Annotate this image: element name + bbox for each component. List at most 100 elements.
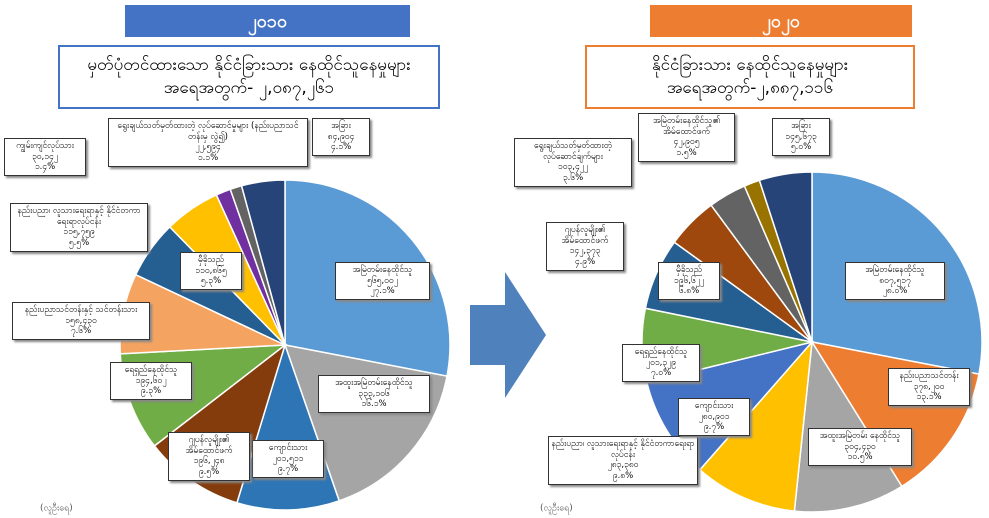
label-box: အထူးအမြဲတမ်း နေထိုင်သူ ၃၀၄,၄၃၀ ၁၀.၅% [808, 428, 912, 466]
slice-label: အမြဲတမ်းနေထိုင်သူ၏ အိမ်ထောင်ဖက်၄၂,၉၀၅၁.၅… [638, 113, 735, 162]
label-category: ရေရှည်နေထိုင်သူ [634, 347, 688, 357]
label-category: အမြဲတမ်းနေထိုင်သူ [352, 265, 413, 275]
label-category: ရွေးချယ်သတ်မှတ်ထားတဲ့ လုပ်ဆောင်ချက်များ [534, 141, 612, 162]
label-category: နည်းပညာ၊ လူသားရေးရာနှင့် နိုင်ငံတကာရေးရာ… [551, 439, 695, 460]
label-count: ၃၃၃,၁၀၆ [358, 388, 390, 399]
label-category: အထူးအမြဲတမ်းနေထိုင်သူ [335, 378, 413, 388]
label-count: ၃၀၄,၄၃၀ [844, 441, 876, 452]
label-percent: ၉.၇% [277, 464, 299, 475]
label-category: ကျွမ်းကျင်လုပ်သား [16, 141, 74, 151]
label-count: ၁၁၅,၇၅၉ [63, 227, 95, 238]
label-category: ရေရှည်နေထိုင်သူ [124, 365, 178, 375]
label-box: ကျောင်းသား ၂၀၁,၅၁၁ ၉.၇% [252, 440, 324, 478]
slice-label: နည်းပညာ၊ လူသားရေးရာနှင့် နိုင်ငံတကာရေးရာ… [548, 436, 698, 485]
label-percent: ၆.၈% [678, 286, 700, 297]
subtitle-box: မှတ်ပုံတင်ထားသော နိုင်ငံခြားသား နေထိုင်သ… [58, 45, 440, 109]
title-banner [650, 5, 912, 37]
slice-label: ရွေးချယ်သတ်မှတ်ထားတဲ့ လုပ်ဆောင်မှုများ (… [108, 118, 308, 167]
label-count: ၄၂,၉၀၅ [673, 137, 700, 148]
label-box: ရေရှည်နေထိုင်သူ ၂၀၁,၃၂၉ ၇.၀% [622, 344, 700, 382]
label-category: နည်းပညာသင်တန်း [899, 371, 959, 381]
label-category: အမြဲတမ်းနေထိုင်သူ [865, 265, 925, 275]
label-box: နည်းပညာ၊ လူသားရေးရာနှင့် နိုင်ငံတကာရေးရာ… [548, 436, 698, 485]
label-percent: ၂၈.၀% [882, 286, 908, 297]
label-category: ကျောင်းသား [694, 401, 734, 411]
pie-slice [758, 171, 813, 343]
pie-slice [240, 179, 286, 346]
label-count: ၁၉၆,၆၂၂ [673, 275, 705, 286]
subtitle-box: နိုင်ငံခြားသား နေထိုင်သူနေမှုများ အရေအတွ… [585, 45, 915, 109]
label-box: ကျောင်းသား ၂၈၀,၉၀၁ ၉.၇% [678, 398, 750, 436]
label-category: ကျောင်းသား [268, 443, 308, 453]
label-box: မှီခိုသည် ၁၉၆,၆၂၂ ၆.၈% [658, 262, 720, 300]
label-percent: ၁.၅% [676, 147, 697, 158]
arrow [470, 272, 546, 398]
label-percent: ၄.၁% [330, 142, 352, 153]
chart-subtitle: နိုင်ငံခြားသား နေထိုင်သူနေမှုများ အရေအတွ… [585, 45, 915, 109]
label-percent: ၁.၁% [197, 152, 219, 163]
chart-subtitle: မှတ်ပုံတင်ထားသော နိုင်ငံခြားသား နေထိုင်သ… [58, 45, 440, 109]
label-count: ၁၅၈,၄၃၀ [65, 315, 97, 326]
label-box: အခြား ၁၄၅,၆၇၃ ၅.၀% [772, 118, 830, 156]
label-box: နည်းပညာ၊ လူသားရေးရာနှင့် နိုင်ငံတကာရေးရာ… [10, 203, 148, 252]
label-category: မှီခိုသည် [675, 265, 703, 275]
pie-slice [698, 339, 813, 512]
label-category: ဂျပန်လူမျိုး၏ အိမ်ထောင်ဖက် [561, 225, 609, 246]
label-percent: ၉.၅% [198, 466, 220, 477]
slice-label: နည်းပညာသင်တန်းနှင့် သင်တန်းသား၁၅၈,၄၃၀၇.၆… [12, 302, 150, 340]
label-box: နည်းပညာသင်တန်း ၃၇၈,၂၀၀ ၁၃.၁% [888, 368, 970, 406]
chart-title: ၂၀၁၀ [248, 11, 287, 36]
label-percent: ၅.၅% [68, 237, 90, 248]
label-count: ၂၀၁,၃၂၉ [645, 357, 677, 368]
label-count: ၃၀,၁၄၂ [31, 151, 58, 162]
pie-slice [793, 339, 903, 513]
label-count: ၅၆၅,၀၀၂ [367, 275, 398, 286]
label-box: အမြဲတမ်းနေထိုင်သူ ၅၆၅,၀၀၂ ၂၇.၁% [335, 262, 430, 300]
footer-note: (လူဦးရေ) [540, 503, 573, 515]
label-count: ၁၉၆,၂၄၈ [193, 456, 225, 467]
label-box: ကျွမ်းကျင်လုပ်သား ၃၀,၁၄၂ ၁.၄% [4, 138, 86, 176]
label-box: ရွေးချယ်သတ်မှတ်ထားတဲ့ လုပ်ဆောင်မှုများ (… [108, 118, 308, 167]
label-category: နည်းပညာ၊ လူသားရေးရာနှင့် နိုင်ငံတကာရေးရာ… [17, 206, 141, 227]
label-count: ၂၂,၅၉၄ [195, 142, 221, 153]
label-category: နည်းပညာသင်တန်းနှင့် သင်တန်းသား [24, 305, 138, 315]
label-percent: ၃.၆% [562, 172, 584, 183]
label-count: ၂၈၀,၉၀၁ [698, 411, 730, 422]
label-count: ၁၉၄,၆၀၂ [135, 375, 167, 386]
label-count: ၈၀၇,၅၁၇ [879, 275, 911, 286]
label-box: မှီခိုသည် ၁၁၀,၈၆၅ ၅.၃% [180, 252, 242, 290]
footer-note: (လူဦးရေ) [40, 503, 73, 515]
label-percent: ၉.၈% [612, 470, 634, 481]
label-count: ၃၇၈,၂၀၀ [913, 381, 945, 392]
label-box: အမြဲတမ်းနေထိုင်သူ၏ အိမ်ထောင်ဖက် ၄၂,၉၀၅ ၁.၅… [638, 113, 735, 162]
label-category: ရွေးချယ်သတ်မှတ်ထားတဲ့ လုပ်ဆောင်မှုများ (… [117, 121, 299, 142]
label-count: ၁၀၃,၄၂၂ [557, 162, 589, 173]
label-count: ၂၈၃,၃၈၀ [607, 460, 639, 471]
slice-label: ရွေးချယ်သတ်မှတ်ထားတဲ့ လုပ်ဆောင်ချက်များ၁… [514, 138, 632, 187]
label-percent: ၁၀.၅% [847, 452, 873, 463]
label-percent: ၂၇.၁% [370, 286, 395, 297]
label-count: ၈၄,၉၀၄ [327, 131, 355, 142]
label-percent: ၉.၇% [703, 422, 725, 433]
title-banner [125, 5, 410, 37]
label-percent: ၇.၆% [70, 326, 92, 337]
label-category: အခြား [331, 121, 351, 131]
label-percent: ၅.၃% [200, 276, 222, 287]
label-percent: ၅.၀% [790, 142, 812, 153]
label-box: အခြား ၈၄,၉၀၄ ၄.၁% [312, 118, 370, 156]
